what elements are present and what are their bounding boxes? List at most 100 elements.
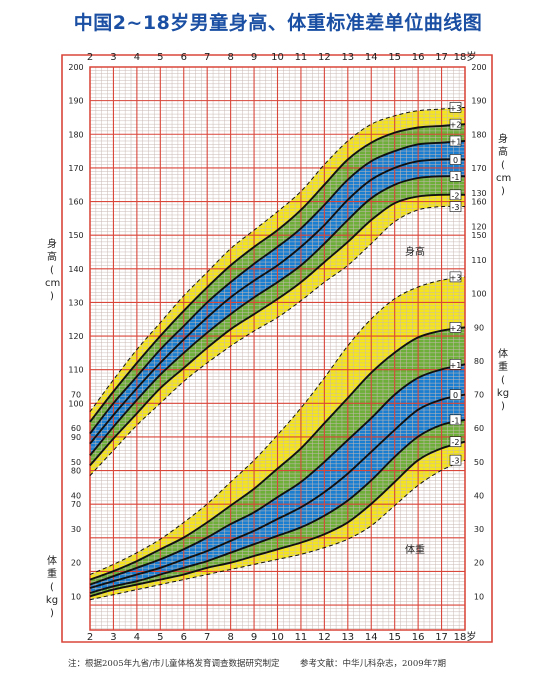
x-tick-bottom: 5 (157, 632, 163, 643)
height-tick-left: 90 (71, 433, 81, 442)
height-curve--2 (89, 193, 466, 467)
height-tick-right: 190 (471, 97, 486, 106)
tick-labels: 2 2 3 3 4 4 5 5 6 6 7 7 8 8 9 9 10 10 11 11 12 12 13 13 14 14 15 15… (68, 50, 486, 643)
weight-sd-label--2: -2 (452, 438, 460, 447)
weight-tick-right: 40 (474, 491, 484, 500)
height-sd-label-0: 0 (453, 156, 458, 165)
source-note: 注：根据2005年九省/市儿童体格发育调查数据研究制定 (68, 659, 280, 669)
weight-curve--2 (89, 440, 466, 598)
x-tick-bottom: 14 (365, 632, 378, 643)
x-tick-bottom: 15 (388, 632, 401, 643)
height-tick-right: 170 (471, 164, 486, 173)
x-tick-top: 9 (251, 52, 257, 63)
x-tick-top: 4 (134, 52, 140, 63)
height-sd-label-box (449, 170, 462, 182)
weight-sd-label-0: 0 (453, 391, 458, 400)
x-tick-bottom: 17 (435, 632, 448, 643)
x-tick-bottom: 12 (318, 632, 331, 643)
weight-sd-label--3: -3 (452, 457, 460, 466)
weight-band--1-to-0 (90, 394, 465, 593)
height-sd-label-box (449, 189, 462, 201)
x-tick-bottom: 3 (110, 632, 116, 643)
height-tick-left: 120 (68, 332, 83, 341)
weight-tick-right: 60 (474, 424, 484, 433)
height-sd-label-box (449, 118, 462, 130)
x-tick-top: 2 (87, 52, 93, 63)
height-tick-left: 180 (68, 130, 83, 139)
weight-sd-label-box (449, 359, 462, 370)
weight-sd-label-box (449, 436, 462, 447)
weight-curve-0 (89, 393, 466, 589)
weight-tick-right: 30 (474, 525, 484, 534)
weight-sd-label-box (449, 271, 462, 283)
weight-tick-right: 120 (471, 222, 486, 231)
height-axis-title-left: 身高(cm) (45, 239, 61, 302)
weight-tick-right: 50 (474, 458, 484, 467)
height-sd-label-box (449, 201, 462, 212)
height-tick-left: 150 (68, 231, 83, 240)
weight-curve-+1 (89, 363, 466, 586)
weight-axis-title-left: 体重(kg) (45, 556, 59, 619)
weight-tick-right: 100 (471, 290, 486, 299)
x-tick-top: 14 (365, 52, 378, 63)
x-tick-top: 5 (157, 52, 163, 63)
height-tick-left: 70 (71, 500, 81, 509)
height-sd-label--3: -3 (452, 203, 460, 212)
x-tick-top: 8 (227, 52, 233, 63)
height-sd-label--2: -2 (452, 191, 460, 200)
weight-axis-title-right: 体重(kg) (496, 349, 510, 412)
weight-tick-right: 20 (474, 559, 484, 568)
weight-tick-right: 130 (471, 189, 486, 198)
weight-tick-right: 10 (474, 592, 484, 601)
weight-tick-left: 60 (71, 424, 81, 433)
height-sd-label-box (449, 135, 462, 147)
x-tick-top: 17 (435, 52, 448, 63)
x-tick-bottom: 4 (134, 632, 140, 643)
sd-curves: -3 -2 -1 0 +1 +2 +3 -3 -2 -1 0 +1 +2 +3 (89, 102, 466, 601)
weight-sd-label-box (449, 454, 462, 466)
height-tick-right: 150 (471, 231, 486, 240)
height-tick-left: 140 (68, 265, 83, 274)
height-tick-left: 110 (68, 366, 83, 375)
x-end-label-bottom: 18岁 (454, 630, 477, 643)
x-tick-bottom: 9 (251, 632, 257, 643)
x-tick-bottom: 7 (204, 632, 210, 643)
weight-tick-left: 70 (71, 391, 81, 400)
x-end-label-top: 18岁 (454, 50, 477, 63)
height-tick-right: 180 (471, 130, 486, 139)
weight-tick-left: 20 (71, 559, 81, 568)
height-tick-right: 200 (471, 63, 486, 72)
x-tick-bottom: 10 (271, 632, 284, 643)
height-axis-title-right: 身高(cm) (496, 134, 512, 197)
weight-sd-label-+3: +3 (450, 273, 462, 282)
x-tick-bottom: 8 (227, 632, 233, 643)
height-curve-label: 身高 (405, 247, 425, 258)
height-curve-+1 (89, 140, 466, 435)
height-curve-0 (89, 158, 466, 445)
height-tick-right: 160 (471, 198, 486, 207)
height-sd-label-box (449, 102, 462, 113)
weight-tick-right: 80 (474, 357, 484, 366)
grid (61, 54, 493, 643)
height-curve-+3 (89, 106, 466, 412)
x-tick-top: 6 (181, 52, 187, 63)
height-tick-left: 160 (68, 198, 83, 207)
x-tick-top: 13 (341, 52, 354, 63)
weight-sd-label-box (449, 322, 462, 333)
x-tick-top: 3 (110, 52, 116, 63)
x-tick-top: 10 (271, 52, 284, 63)
weight-curve--1 (89, 418, 466, 594)
weight-band--3-to--2 (90, 441, 465, 600)
height-sd-label-+3: +3 (450, 104, 462, 113)
x-tick-top: 16 (412, 52, 425, 63)
height-tick-left: 200 (68, 63, 83, 72)
height-curve--1 (89, 175, 466, 457)
weight-sd-label-+1: +1 (450, 361, 462, 370)
x-tick-top: 15 (388, 52, 401, 63)
height-curve--3 (89, 205, 466, 476)
x-tick-top: 7 (204, 52, 210, 63)
height-tick-left: 100 (68, 399, 83, 408)
weight-tick-left: 10 (71, 592, 81, 601)
weight-curve-label: 体重 (405, 545, 425, 556)
height-sd-label-+1: +1 (450, 137, 462, 146)
